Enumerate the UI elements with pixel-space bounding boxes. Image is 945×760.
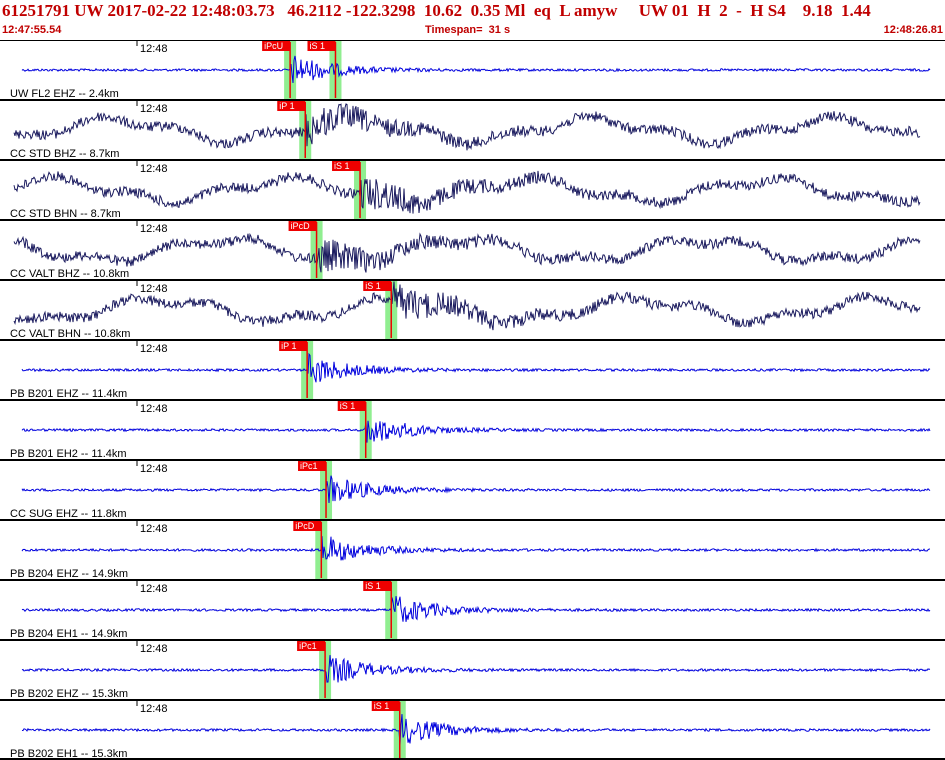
pick-flag[interactable] [298,461,327,471]
pick-flag[interactable] [288,221,317,231]
trace-row[interactable]: 12:48 iS 1 CC STD BHN -- 8.7km [0,159,945,220]
minute-tick-label: 12:48 [140,703,168,715]
minute-tick-label: 12:48 [140,163,168,175]
waveform-trace [13,281,921,331]
pick-label: iPcD [295,521,315,531]
waveform-trace [13,170,921,214]
minute-tick-label: 12:48 [140,523,168,535]
channel-label: PB B202 EHZ -- 15.3km [10,688,128,700]
pick-flag[interactable] [297,641,326,651]
pick-label: iS 1 [334,161,350,171]
waveform-trace [13,103,921,151]
pick-label: iS 1 [309,41,325,51]
channel-label: CC VALT BHZ -- 10.8km [10,268,129,280]
channel-label: PB B201 EH2 -- 11.4km [10,448,127,460]
pick-flag[interactable] [277,101,306,111]
event-summary-line: 61251791 UW 2017-02-22 12:48:03.73 46.21… [2,1,871,20]
channel-label: PB B202 EH1 -- 15.3km [10,748,127,760]
pick-label: iPc1 [300,461,318,471]
pick-flag[interactable] [307,41,336,51]
waveform-trace [21,55,931,84]
channel-label: CC STD BHZ -- 8.7km [10,148,119,160]
pick-flag[interactable] [293,521,322,531]
pick-flag[interactable] [363,281,392,291]
trace-row[interactable]: 12:48 iPc1 PB B202 EHZ -- 15.3km [0,639,945,700]
waveform-trace [21,475,931,504]
pick-label: iS 1 [365,581,381,591]
minute-tick-label: 12:48 [140,223,168,235]
trace-row[interactable]: 12:48 iP 1 CC STD BHZ -- 8.7km [0,99,945,160]
pick-label: iS 1 [374,701,390,711]
waveform-trace [21,655,931,683]
channel-label: PB B204 EH1 -- 14.9km [10,628,127,640]
pick-label: iPcU [264,41,283,51]
trace-row[interactable]: 12:48 iS 1 PB B201 EH2 -- 11.4km [0,399,945,460]
pick-flag[interactable] [262,41,291,51]
waveform-trace [21,596,931,622]
channel-label: CC STD BHN -- 8.7km [10,208,121,220]
waveform-trace [21,714,931,745]
trace-row[interactable]: 12:48 iS 1 PB B204 EH1 -- 14.9km [0,579,945,640]
channel-label: CC VALT BHN -- 10.8km [10,328,130,340]
minute-tick-label: 12:48 [140,643,168,655]
end-time-label: 12:48:26.81 [883,24,943,36]
minute-tick-label: 12:48 [140,43,168,55]
trace-row[interactable]: 12:48 iPc1 CC SUG EHZ -- 11.8km [0,459,945,520]
trace-row[interactable]: 12:48 iS 1 CC VALT BHN -- 10.8km [0,279,945,340]
trace-row[interactable]: 12:48 iPcD PB B204 EHZ -- 14.9km [0,519,945,580]
event-header: 61251791 UW 2017-02-22 12:48:03.73 46.21… [0,0,945,40]
pick-flag[interactable] [337,401,366,411]
trace-row[interactable]: 12:48 iP 1 PB B201 EHZ -- 11.4km [0,339,945,400]
trace-row[interactable]: 12:48 iPcU iS 1 UW FL2 EHZ -- 2.4km [0,40,945,100]
waveform-trace [21,352,931,383]
waveform-trace [13,232,921,273]
trace-row[interactable]: 12:48 iS 1 PB B202 EH1 -- 15.3km [0,699,945,760]
pick-label: iP 1 [279,101,294,111]
minute-tick-label: 12:48 [140,583,168,595]
trace-row[interactable]: 12:48 iPcD CC VALT BHZ -- 10.8km [0,219,945,280]
pick-flag[interactable] [363,581,392,591]
channel-label: CC SUG EHZ -- 11.8km [10,508,127,520]
minute-tick-label: 12:48 [140,463,168,475]
minute-tick-label: 12:48 [140,403,168,415]
channel-label: PB B201 EHZ -- 11.4km [10,388,127,400]
pick-label: iS 1 [340,401,356,411]
pick-label: iPc1 [299,641,317,651]
pick-label: iPcD [291,221,311,231]
start-time-label: 12:47:55.54 [2,24,62,36]
pick-flag[interactable] [332,161,361,171]
minute-tick-label: 12:48 [140,103,168,115]
minute-tick-label: 12:48 [140,283,168,295]
pick-flag[interactable] [371,701,400,711]
pick-label: iS 1 [365,281,381,291]
pick-flag[interactable] [279,341,308,351]
seismogram-panel[interactable]: 12:48 iPcU iS 1 UW FL2 EHZ -- 2.4km 12:48 iP … [0,40,945,760]
channel-label: UW FL2 EHZ -- 2.4km [10,88,119,100]
timespan-label: Timespan= 31 s [425,24,511,36]
pick-label: iP 1 [281,341,296,351]
waveform-trace [21,420,931,443]
channel-label: PB B204 EHZ -- 14.9km [10,568,128,580]
minute-tick-label: 12:48 [140,343,168,355]
waveform-trace [21,536,931,561]
